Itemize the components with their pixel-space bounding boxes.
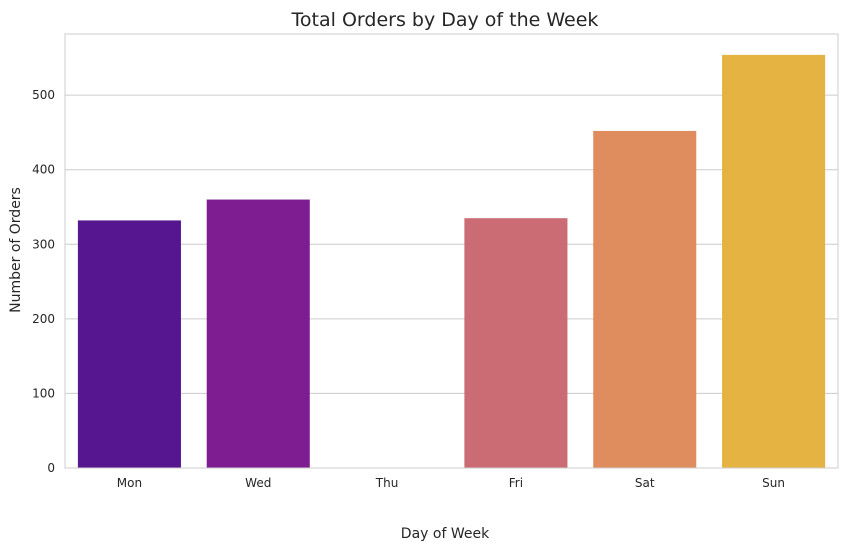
y-tick-label: 100 (32, 386, 55, 400)
y-tick-label: 300 (32, 237, 55, 251)
y-tick-label: 200 (32, 312, 55, 326)
y-tick-label: 0 (47, 461, 55, 475)
bar-mon (77, 220, 181, 468)
x-tick-label-fri: Fri (509, 476, 523, 490)
x-tick-label-thu: Thu (375, 476, 399, 490)
bar-wed (206, 199, 310, 468)
x-tick-label-sun: Sun (762, 476, 785, 490)
bar-sun (722, 54, 826, 468)
bars (77, 54, 826, 468)
bar-sat (593, 130, 697, 468)
y-tick-labels: 0 100 200 300 400 500 (32, 88, 55, 475)
x-tick-labels: Mon Wed Thu Fri Sat Sun (117, 476, 785, 490)
y-axis-label: Number of Orders (8, 187, 24, 313)
x-tick-label-wed: Wed (245, 476, 271, 490)
x-tick-label-sat: Sat (635, 476, 655, 490)
y-tick-label: 400 (32, 163, 55, 177)
y-tick-label: 500 (32, 88, 55, 102)
x-axis-label: Day of Week (401, 526, 490, 542)
plot-frame (64, 33, 839, 469)
chart-title: Total Orders by Day of the Week (291, 9, 599, 31)
bar-fri (464, 218, 568, 468)
x-tick-label-mon: Mon (117, 476, 142, 490)
